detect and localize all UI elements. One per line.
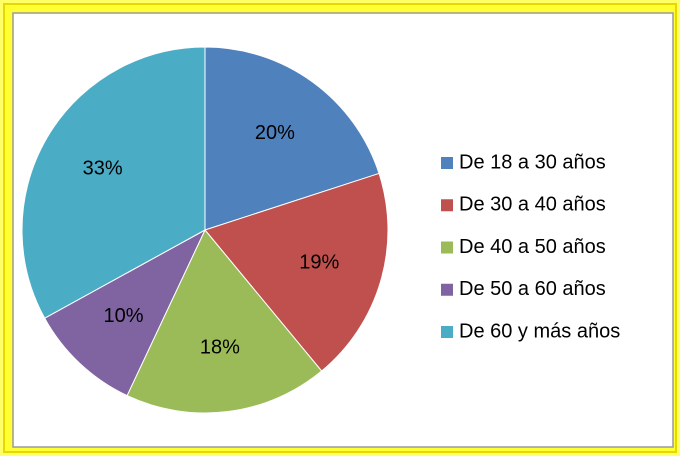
legend-label: De 60 y más años — [459, 320, 620, 342]
legend-label: De 40 a 50 años — [459, 236, 606, 258]
data-label: 33% — [83, 158, 123, 180]
data-label: 10% — [104, 305, 144, 327]
legend-swatch — [441, 283, 453, 296]
legend-swatch — [441, 157, 453, 169]
legend-swatch — [441, 326, 453, 338]
pie-slice — [43, 228, 207, 397]
legend-label: De 18 a 30 años — [459, 151, 606, 173]
pie-slice — [204, 172, 389, 372]
data-label: 19% — [299, 251, 339, 273]
legend-swatch — [441, 241, 453, 254]
legend-label: De 50 a 60 años — [459, 278, 606, 300]
legend-swatch — [441, 199, 453, 212]
pie-slice — [204, 46, 380, 231]
data-label: 18% — [200, 336, 240, 358]
data-label: 20% — [255, 122, 295, 144]
pie-slice — [21, 46, 206, 319]
pie-slice — [126, 229, 323, 414]
legend-label: De 30 a 40 años — [459, 194, 606, 216]
